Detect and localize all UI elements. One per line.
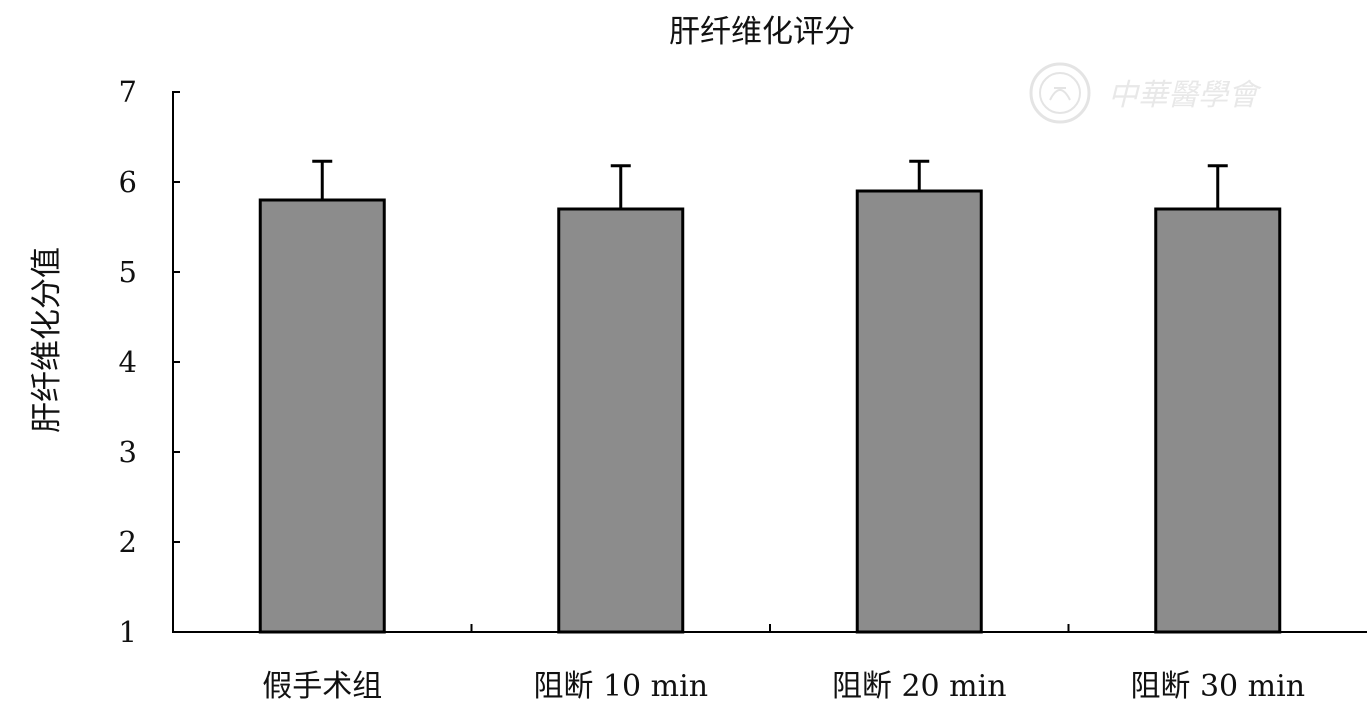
watermark-text: 中華醫學會 [1108, 78, 1262, 113]
x-tick-label: 假手术组 [262, 669, 382, 704]
bar [557, 207, 685, 634]
y-tick-label: 6 [119, 165, 137, 199]
watermark-seal-mark [1049, 87, 1071, 101]
bar [1154, 207, 1282, 634]
y-tick-label: 2 [119, 525, 137, 559]
chart-title: 肝纤维化评分 [669, 14, 855, 50]
x-tick-label: 阻断 10 min [533, 669, 708, 704]
watermark-seal-inner [1039, 72, 1081, 114]
watermark-seal-icon [1029, 62, 1091, 124]
bar [258, 198, 386, 634]
x-tick-label: 阻断 30 min [1130, 669, 1305, 704]
y-tick-label: 1 [119, 615, 137, 649]
y-tick-label: 3 [119, 435, 137, 469]
y-tick-label: 5 [119, 255, 137, 289]
bar [855, 189, 983, 634]
x-tick-label: 阻断 20 min [832, 669, 1007, 704]
y-tick-label: 7 [119, 75, 137, 109]
x-tick-labels: 假手术组 阻断 10 min 阻断 20 min 阻断 30 min [262, 669, 1305, 704]
bars [258, 189, 1282, 634]
error-bars [312, 159, 1228, 209]
y-tick-labels: 1 2 3 4 5 6 7 [119, 75, 137, 649]
watermark-logo: 中華醫學會 [1029, 62, 1262, 124]
y-tick-label: 4 [119, 345, 137, 379]
y-axis-label: 肝纤维化分值 [29, 247, 65, 433]
